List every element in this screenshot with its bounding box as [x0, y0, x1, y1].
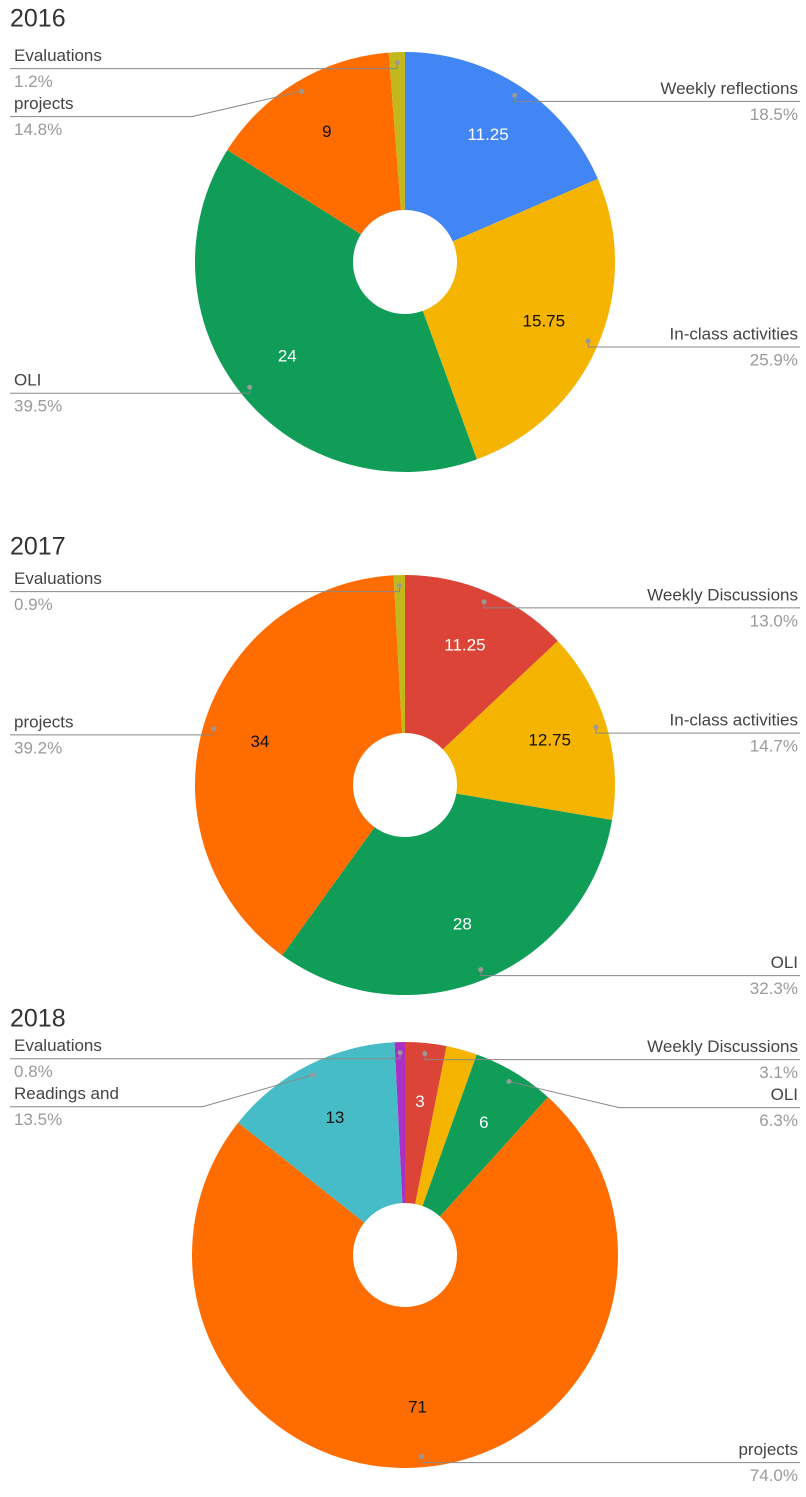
slice-percent: 74.0% [750, 1466, 798, 1485]
slice-name: Weekly reflections [660, 79, 798, 98]
leader-dot [397, 583, 403, 589]
slice-label: 13 [325, 1108, 344, 1127]
slice-name: In-class activities [670, 325, 798, 344]
chart-title: 2017 [10, 533, 66, 561]
slice-percent: 6.3% [759, 1111, 798, 1130]
leader-dot [478, 967, 484, 973]
leader-dot [211, 726, 217, 732]
slice-name: Weekly Discussions [647, 1037, 798, 1056]
slice-label: 12.75 [528, 731, 571, 750]
slice-percent: 13.5% [14, 1110, 62, 1129]
slice [227, 52, 401, 235]
slice-percent: 3.1% [759, 1063, 798, 1082]
slice-name: projects [14, 94, 74, 113]
slice [415, 1046, 477, 1207]
slice-percent: 1.2% [14, 72, 53, 91]
leader-dot [585, 338, 591, 344]
slice [191, 1097, 618, 1468]
slice-percent: 39.2% [14, 738, 62, 757]
slice [394, 1042, 405, 1204]
slice [388, 52, 405, 211]
slice-name: Weekly Discussions [647, 585, 798, 604]
leader-dot [397, 1050, 403, 1056]
slice [405, 52, 598, 242]
slice-name: In-class activities [670, 711, 798, 730]
chart-title: 2018 [10, 1005, 66, 1033]
slice [393, 575, 405, 734]
slice-name: projects [738, 1440, 798, 1459]
slice-label: 71 [408, 1397, 427, 1416]
slice-name: Evaluations [14, 569, 102, 588]
slice-label: 28 [453, 914, 472, 933]
slice-name: Readings and [14, 1084, 119, 1103]
leader-line [10, 387, 251, 394]
slice-percent: 13.0% [750, 611, 798, 630]
slice-label: 11.25 [467, 125, 508, 144]
leader-dot [512, 92, 518, 98]
slice-percent: 18.5% [750, 105, 798, 124]
slice [405, 1042, 447, 1204]
slice-percent: 14.8% [14, 120, 62, 139]
slice [194, 575, 403, 956]
slice [422, 178, 616, 460]
leader-dot [394, 60, 400, 66]
slice-label: 15.75 [523, 311, 566, 330]
slice-label: 34 [250, 732, 269, 751]
slice-percent: 39.5% [14, 397, 62, 416]
slice-label: 3 [415, 1092, 424, 1111]
leader-line [10, 1074, 313, 1108]
slice-label: 6 [479, 1113, 488, 1132]
leader-dot [310, 1072, 316, 1078]
slice [195, 150, 477, 472]
slice-name: OLI [771, 953, 798, 972]
slice-name: projects [14, 712, 74, 731]
leader-line [10, 90, 303, 118]
leader-dot [422, 1051, 428, 1057]
leader-dot [506, 1078, 512, 1084]
slice [422, 1054, 549, 1217]
slice-percent: 14.7% [750, 737, 798, 756]
slice [282, 793, 613, 996]
slice-name: OLI [771, 1085, 798, 1104]
slice [238, 1042, 403, 1223]
slice-label: 24 [278, 346, 297, 365]
leader-dot [593, 724, 599, 730]
slice-name: Evaluations [14, 1036, 102, 1055]
slice-name: OLI [14, 371, 41, 390]
slice-percent: 25.9% [750, 351, 798, 370]
slice-percent: 32.3% [750, 979, 798, 998]
slice-percent: 0.9% [14, 595, 53, 614]
slice-percent: 0.8% [14, 1062, 53, 1081]
slice-label: 11.25 [444, 636, 485, 655]
slice [442, 640, 616, 821]
slice [405, 575, 558, 750]
slice-name: Evaluations [14, 46, 102, 65]
leader-line [480, 969, 800, 977]
leader-dot [299, 88, 305, 94]
leader-dot [481, 599, 487, 605]
leader-dot [247, 384, 253, 390]
leader-line [508, 1080, 800, 1109]
chart-title: 2016 [10, 5, 66, 33]
slice-label: 9 [322, 122, 331, 141]
leader-dot [419, 1454, 425, 1460]
